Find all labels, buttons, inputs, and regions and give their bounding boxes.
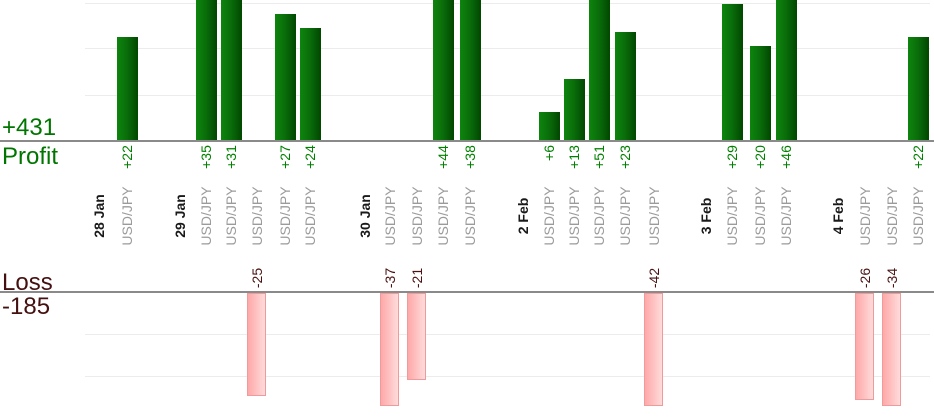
profit-bar xyxy=(539,112,560,140)
symbol-label: USD/JPY xyxy=(566,186,582,246)
profit-bar xyxy=(589,0,610,140)
bar-value-label: +27 xyxy=(277,145,293,169)
symbol-label: USD/JPY xyxy=(119,186,135,246)
date-label: 28 Jan xyxy=(91,194,107,238)
profit-gridline xyxy=(85,3,930,4)
profit-bar xyxy=(300,28,321,140)
bar-value-label: +35 xyxy=(198,145,214,169)
symbol-label: USD/JPY xyxy=(198,186,214,246)
symbol-label: USD/JPY xyxy=(541,186,557,246)
loss-axis-label: Loss xyxy=(2,269,53,296)
loss-total-value: -185 xyxy=(2,293,51,320)
profit-bar xyxy=(776,0,797,140)
bar-value-label: +6 xyxy=(541,145,557,161)
profit-bar xyxy=(196,0,217,140)
loss-bar xyxy=(644,293,663,406)
symbol-label: USD/JPY xyxy=(646,186,662,246)
symbol-label: USD/JPY xyxy=(435,186,451,246)
loss-bar xyxy=(380,293,399,406)
profit-gridline xyxy=(85,95,930,96)
date-label: 29 Jan xyxy=(172,194,188,238)
profit-axis-line xyxy=(0,140,934,142)
bar-value-label: +38 xyxy=(462,145,478,169)
profit-bar xyxy=(564,79,585,140)
bar-value-label: +31 xyxy=(223,145,239,169)
symbol-label: USD/JPY xyxy=(249,186,265,246)
symbol-label: USD/JPY xyxy=(409,186,425,246)
bar-value-label: +51 xyxy=(591,145,607,169)
loss-axis-line xyxy=(0,291,934,293)
symbol-label: USD/JPY xyxy=(223,186,239,246)
loss-gridline xyxy=(85,334,930,335)
symbol-label: USD/JPY xyxy=(277,186,293,246)
bar-value-label: +22 xyxy=(910,145,926,169)
symbol-label: USD/JPY xyxy=(778,186,794,246)
bar-value-label: +20 xyxy=(752,145,768,169)
profit-bar xyxy=(750,46,771,140)
symbol-label: USD/JPY xyxy=(591,186,607,246)
profit-gridline xyxy=(85,48,930,49)
loss-gridline xyxy=(85,376,930,377)
profit-bar xyxy=(221,0,242,140)
symbol-label: USD/JPY xyxy=(910,186,926,246)
bar-value-label: -34 xyxy=(884,267,900,289)
loss-bar xyxy=(882,293,901,406)
bar-value-label: +29 xyxy=(724,145,740,169)
symbol-label: USD/JPY xyxy=(884,186,900,246)
profit-bar xyxy=(722,4,743,140)
profit-axis-label: Profit xyxy=(2,143,59,170)
profit-total-value: +431 xyxy=(2,114,57,141)
bar-value-label: -25 xyxy=(249,267,265,289)
profit-bar xyxy=(433,0,454,140)
bar-value-label: +24 xyxy=(302,145,318,169)
symbol-label: USD/JPY xyxy=(382,186,398,246)
symbol-label: USD/JPY xyxy=(617,186,633,246)
symbol-label: USD/JPY xyxy=(302,186,318,246)
date-label: 2 Feb xyxy=(515,197,531,235)
bar-value-label: -42 xyxy=(646,267,662,289)
bar-value-label: +22 xyxy=(119,145,135,169)
profit-bar xyxy=(275,14,296,140)
symbol-label: USD/JPY xyxy=(857,186,873,246)
bar-value-label: +13 xyxy=(566,145,582,169)
profit-bar xyxy=(460,0,481,140)
profit-bar xyxy=(908,37,929,140)
bar-value-label: -21 xyxy=(409,267,425,289)
bar-value-label: -26 xyxy=(857,267,873,289)
symbol-label: USD/JPY xyxy=(462,186,478,246)
date-label: 3 Feb xyxy=(698,197,714,235)
profit-bar xyxy=(117,37,138,140)
date-label: 4 Feb xyxy=(830,197,846,235)
profit-bar xyxy=(615,32,636,140)
symbol-label: USD/JPY xyxy=(752,186,768,246)
loss-bar xyxy=(855,293,874,400)
date-label: 30 Jan xyxy=(357,194,373,238)
loss-bar xyxy=(407,293,426,380)
bar-value-label: +46 xyxy=(778,145,794,169)
bar-value-label: +44 xyxy=(435,145,451,169)
loss-bar xyxy=(247,293,266,396)
symbol-label: USD/JPY xyxy=(724,186,740,246)
bar-value-label: +23 xyxy=(617,145,633,169)
bar-value-label: -37 xyxy=(382,267,398,289)
